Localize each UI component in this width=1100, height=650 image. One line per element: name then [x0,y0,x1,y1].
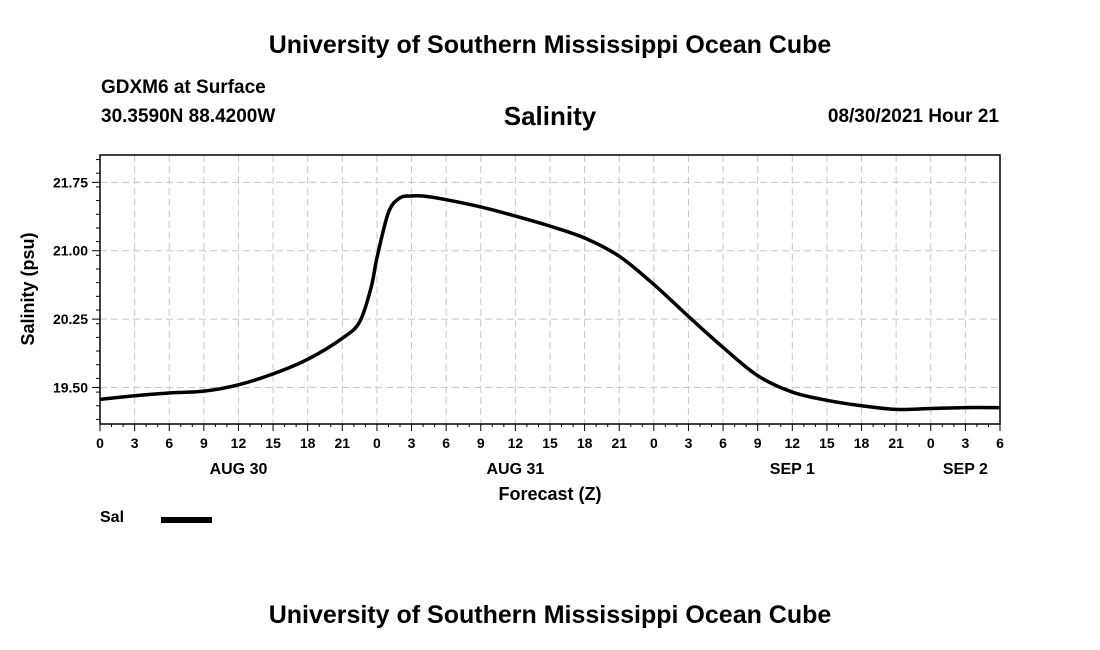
x-tick-label: 3 [685,435,693,451]
datetime-label: 08/30/2021 Hour 21 [827,106,999,127]
x-tick-label: 12 [785,435,801,451]
x-tick-label: 6 [996,435,1004,451]
x-tick-label: 3 [131,435,139,451]
x-tick-label: 6 [165,435,173,451]
bottom-title: University of Southern Mississippi Ocean… [268,601,832,629]
x-tick-label: 21 [335,435,351,451]
x-tick-label: 3 [408,435,416,451]
y-tick-label: 21.00 [53,243,88,259]
grid-layer [100,155,1000,424]
x-tick-label: 15 [542,435,558,451]
x-axis-label: Forecast (Z) [498,484,601,504]
x-tick-label: 15 [265,435,281,451]
legend-label: Sal [100,509,125,526]
tick-layer: 0 3 6 9 12 15 18 21 0 3 6 9 12 15 18 21 0 3 6 9 12 15 18 21 0 3 6 A… [53,159,1004,478]
x-tick-label: 0 [96,435,104,451]
x-tick-label: 0 [373,435,381,451]
date-label: AUG 31 [486,461,544,478]
station-label: GDXM6 at Surface [101,77,266,98]
x-tick-label: 12 [231,435,247,451]
x-tick-label: 3 [961,435,969,451]
legend-swatch [161,517,212,523]
x-tick-label: 18 [577,435,593,451]
x-tick-label: 9 [477,435,485,451]
y-axis-label: Salinity (psu) [18,232,38,345]
x-tick-label: 18 [300,435,316,451]
date-label: SEP 1 [770,461,815,478]
date-label: AUG 30 [210,461,268,478]
x-tick-label: 6 [719,435,727,451]
series-layer [99,193,1001,412]
date-label: SEP 2 [943,461,988,478]
x-tick-label: 9 [200,435,208,451]
x-tick-label: 21 [888,435,904,451]
x-tick-label: 6 [442,435,450,451]
x-tick-label: 0 [650,435,658,451]
coordinates-label: 30.3590N 88.4200W [101,106,276,127]
x-tick-label: 15 [819,435,835,451]
x-tick-label: 12 [508,435,524,451]
y-tick-label: 19.50 [53,380,88,396]
x-tick-label: 18 [854,435,870,451]
series-line-sal [99,193,1001,412]
x-tick-label: 0 [927,435,935,451]
x-tick-label: 21 [611,435,627,451]
top-title: University of Southern Mississippi Ocean… [268,31,832,59]
y-tick-label: 21.75 [53,174,88,190]
variable-title: Salinity [503,101,597,131]
y-tick-label: 20.25 [53,311,88,327]
x-tick-label: 9 [754,435,762,451]
